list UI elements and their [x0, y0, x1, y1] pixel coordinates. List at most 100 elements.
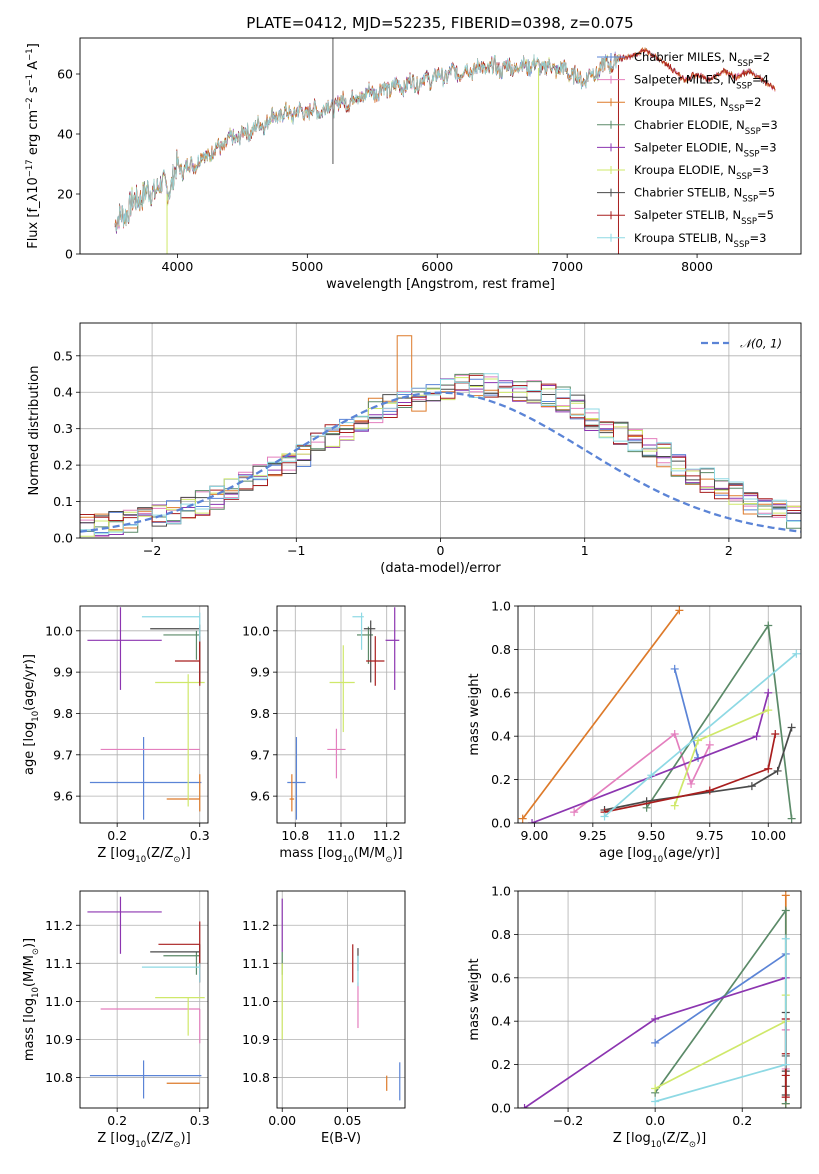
- y-tick-label: 40: [57, 127, 73, 142]
- label-part: Z [: [613, 1131, 631, 1146]
- label-part: SSP: [745, 127, 761, 137]
- y-tick-label: 0.2: [491, 1057, 511, 1072]
- label-part: age [: [22, 742, 37, 775]
- label-part: Chabrier ELODIE, N: [634, 118, 745, 132]
- weight-marker: [651, 1038, 660, 1047]
- label-part: (age/yr)]: [663, 846, 720, 861]
- spectrum-line: [114, 54, 620, 232]
- y-tick-label: 0.4: [53, 385, 73, 400]
- legend-label: 𝒩(0, 1): [740, 337, 782, 351]
- label-part: 10: [31, 987, 41, 998]
- y-tick-label: 0.6: [491, 970, 511, 985]
- errorbar-point: [87, 607, 162, 690]
- label-part: ⊙: [689, 1140, 696, 1150]
- y-tick-label: 11.2: [45, 918, 73, 933]
- plot-area: [87, 607, 205, 820]
- label-part: 10: [31, 711, 41, 722]
- chart-mass_vs_Z: 0.2 0.310.810.911.011.111.2Z [log10(Z/Z⊙)…: [22, 890, 210, 1150]
- errorbar-point: [89, 737, 202, 820]
- label-part: =3: [760, 140, 777, 154]
- label-part: log: [115, 1131, 135, 1146]
- axes-frame: [79, 37, 802, 255]
- label-part: (age/yr)]: [22, 654, 37, 711]
- label-part: ⊙: [173, 1140, 180, 1150]
- x-tick-label: 10.8: [281, 828, 309, 843]
- label-part: 10: [135, 1140, 146, 1150]
- label-part: mass weight: [467, 673, 482, 755]
- plot-area: [80, 335, 801, 538]
- weight-line: [522, 609, 681, 820]
- axes-frame: [79, 890, 209, 1109]
- weight-marker: [647, 771, 656, 780]
- y-tick-label: 0.5: [53, 348, 73, 363]
- y-tick-label: 9.7: [53, 747, 73, 762]
- weight-marker: [747, 782, 756, 791]
- label-part: (M/M: [22, 955, 37, 987]
- label-part: (data-model)/error: [380, 561, 501, 576]
- y-tick-label: 9.6: [53, 789, 73, 804]
- legend: 𝒩(0, 1): [701, 337, 782, 351]
- y-tick-label: 11.1: [45, 956, 73, 971]
- label-part: )]: [22, 938, 37, 948]
- weight-marker: [670, 801, 679, 810]
- x-tick-label: 9.75: [696, 828, 724, 843]
- label-part: log: [22, 998, 37, 1018]
- label-part: Kroupa MILES, N: [634, 95, 729, 109]
- label-part: )]: [181, 846, 191, 861]
- label-part: −1: [25, 48, 35, 61]
- label-part: mass [: [279, 846, 322, 861]
- y-tick-label: 60: [57, 67, 73, 82]
- weight-marker: [600, 812, 609, 821]
- y-tick-label: 0.8: [491, 642, 511, 657]
- errorbar-point: [141, 963, 201, 983]
- y-tick-label: 11.0: [242, 994, 270, 1009]
- errorbar-point: [327, 728, 346, 779]
- x-tick-label: 11.2: [373, 828, 401, 843]
- weight-marker: [764, 764, 773, 773]
- label-part: Normed distribution: [27, 366, 42, 496]
- legend-label: Chabrier STELIB, NSSP=5: [634, 186, 775, 205]
- label-part: Flux [f_λ10: [26, 177, 41, 249]
- legend-label: Salpeter MILES, NSSP=4: [634, 73, 769, 92]
- weight-marker: [752, 732, 761, 741]
- label-part: (M/M: [353, 846, 385, 861]
- y-tick-label: 1.0: [491, 884, 511, 899]
- chart-massweight_vs_age: 9.00 9.25 9.50 9.75 10.00 0.0 0.2 0.4 0.6 0.8 1.0 a…: [467, 599, 802, 865]
- x-tick-label: 5000: [291, 259, 323, 274]
- errorbar-point: [163, 951, 200, 975]
- x-tick-label: 0.3: [190, 828, 210, 843]
- errorbar-point: [363, 620, 376, 683]
- plot-area: [87, 896, 205, 1099]
- label-part: )]: [696, 1131, 706, 1146]
- y-tick-label: 10.8: [45, 1070, 73, 1085]
- x-tick-label: 0.2: [732, 1113, 752, 1128]
- errorbar-point: [155, 996, 205, 1036]
- chart-age_vs_Z: 0.2 0.39.69.79.89.910.0Z [log10(Z/Z⊙)]age…: [22, 605, 210, 865]
- label-part: log: [631, 1131, 651, 1146]
- weight-marker: [705, 740, 714, 749]
- x-axis-label: Z [log10(Z/Z⊙)]: [97, 1131, 190, 1150]
- weight-marker: [781, 1071, 790, 1080]
- y-tick-label: 11.2: [242, 918, 270, 933]
- weight-marker: [651, 1084, 660, 1093]
- weight-marker: [781, 1060, 790, 1069]
- label-part: 10: [135, 855, 146, 865]
- label-part: =4: [752, 73, 769, 87]
- label-part: ]: [26, 43, 41, 48]
- errorbar-point: [163, 630, 200, 660]
- errorbar-point: [87, 896, 162, 954]
- label-part: −1: [25, 74, 35, 87]
- label-part: (Z/Z: [146, 846, 173, 861]
- errorbar-point: [89, 1060, 202, 1099]
- x-tick-label: 0.2: [107, 1113, 127, 1128]
- errorbar-point: [287, 737, 306, 820]
- y-tick-label: 9.6: [250, 789, 270, 804]
- y-tick-label: 0.2: [53, 458, 73, 473]
- weight-marker: [781, 1093, 790, 1102]
- label-part: 10: [652, 855, 663, 865]
- label-part: log: [323, 846, 343, 861]
- x-tick-label: 6000: [421, 259, 453, 274]
- errorbar-point: [100, 1008, 201, 1044]
- x-axis-label: Z [log10(Z/Z⊙)]: [613, 1131, 706, 1150]
- x-tick-label: 9.25: [579, 828, 607, 843]
